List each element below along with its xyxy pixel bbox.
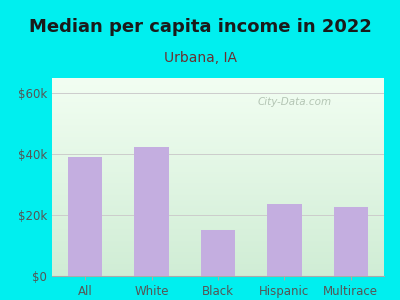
Text: City-Data.com: City-Data.com [257, 97, 332, 107]
Text: Urbana, IA: Urbana, IA [164, 51, 236, 65]
Bar [201, 230, 235, 276]
Bar [267, 204, 302, 276]
Text: Median per capita income in 2022: Median per capita income in 2022 [28, 18, 372, 36]
Bar [334, 208, 368, 276]
Bar [68, 157, 102, 276]
Bar [134, 146, 169, 276]
